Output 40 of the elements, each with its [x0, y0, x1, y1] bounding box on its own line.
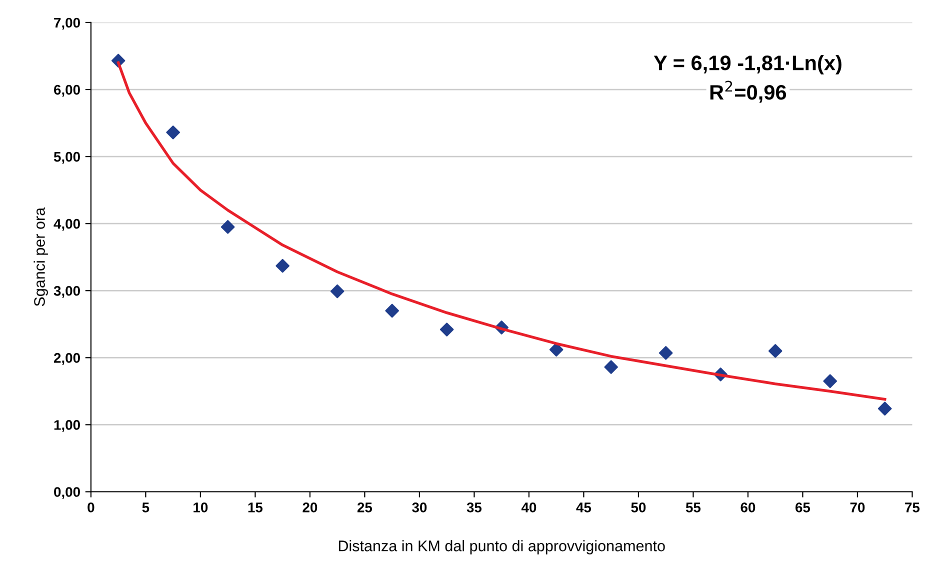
x-tick-label: 30 [412, 502, 427, 512]
x-tick-label: 50 [631, 502, 646, 512]
point [276, 258, 290, 273]
y-tick-label: 2,00 [54, 353, 80, 365]
annotation: Y = 6,19 -1,81·Ln(x) [654, 55, 842, 74]
y-axis-title: Sganci per ora [34, 207, 48, 306]
point [440, 322, 454, 336]
x-tick-label: 25 [357, 502, 372, 512]
x-tick-label: 70 [850, 502, 865, 512]
x-tick-label: 5 [142, 502, 150, 512]
y-tick-label: 3,00 [54, 286, 80, 298]
x-tick-label: 10 [194, 502, 208, 512]
point [166, 126, 180, 140]
point [220, 220, 235, 234]
x-tick-label: 45 [576, 502, 592, 512]
annotation: R$^{2}$=0,96 [710, 80, 786, 103]
point [385, 304, 399, 318]
x-tick-label: 75 [905, 502, 920, 512]
x-axis-title: Distanza in KM dal punto di approvvigionamento [338, 540, 665, 554]
x-tick-label: 0 [88, 502, 94, 512]
point [768, 344, 782, 358]
x-tick-label: 65 [796, 502, 810, 512]
point [604, 360, 618, 374]
y-tick-label: 7,00 [54, 18, 80, 30]
y-tick-label: 1,00 [54, 420, 80, 432]
y-tick-label: 4,00 [54, 218, 80, 231]
x-tick-label: 20 [302, 502, 318, 512]
x-tick-label: 35 [466, 502, 482, 512]
x-tick-label: 60 [740, 502, 756, 512]
x-tick-label: 55 [686, 502, 701, 512]
point [330, 284, 344, 298]
y-tick-label: 0,00 [54, 487, 80, 499]
point [658, 346, 673, 360]
point [823, 374, 837, 388]
y-tick-label: 5,00 [54, 152, 80, 164]
x-tick-label: 15 [248, 502, 263, 512]
point [549, 342, 564, 357]
y-tick-label: 6,00 [54, 84, 80, 97]
point [878, 402, 892, 416]
x-tick-label: 40 [521, 502, 536, 512]
